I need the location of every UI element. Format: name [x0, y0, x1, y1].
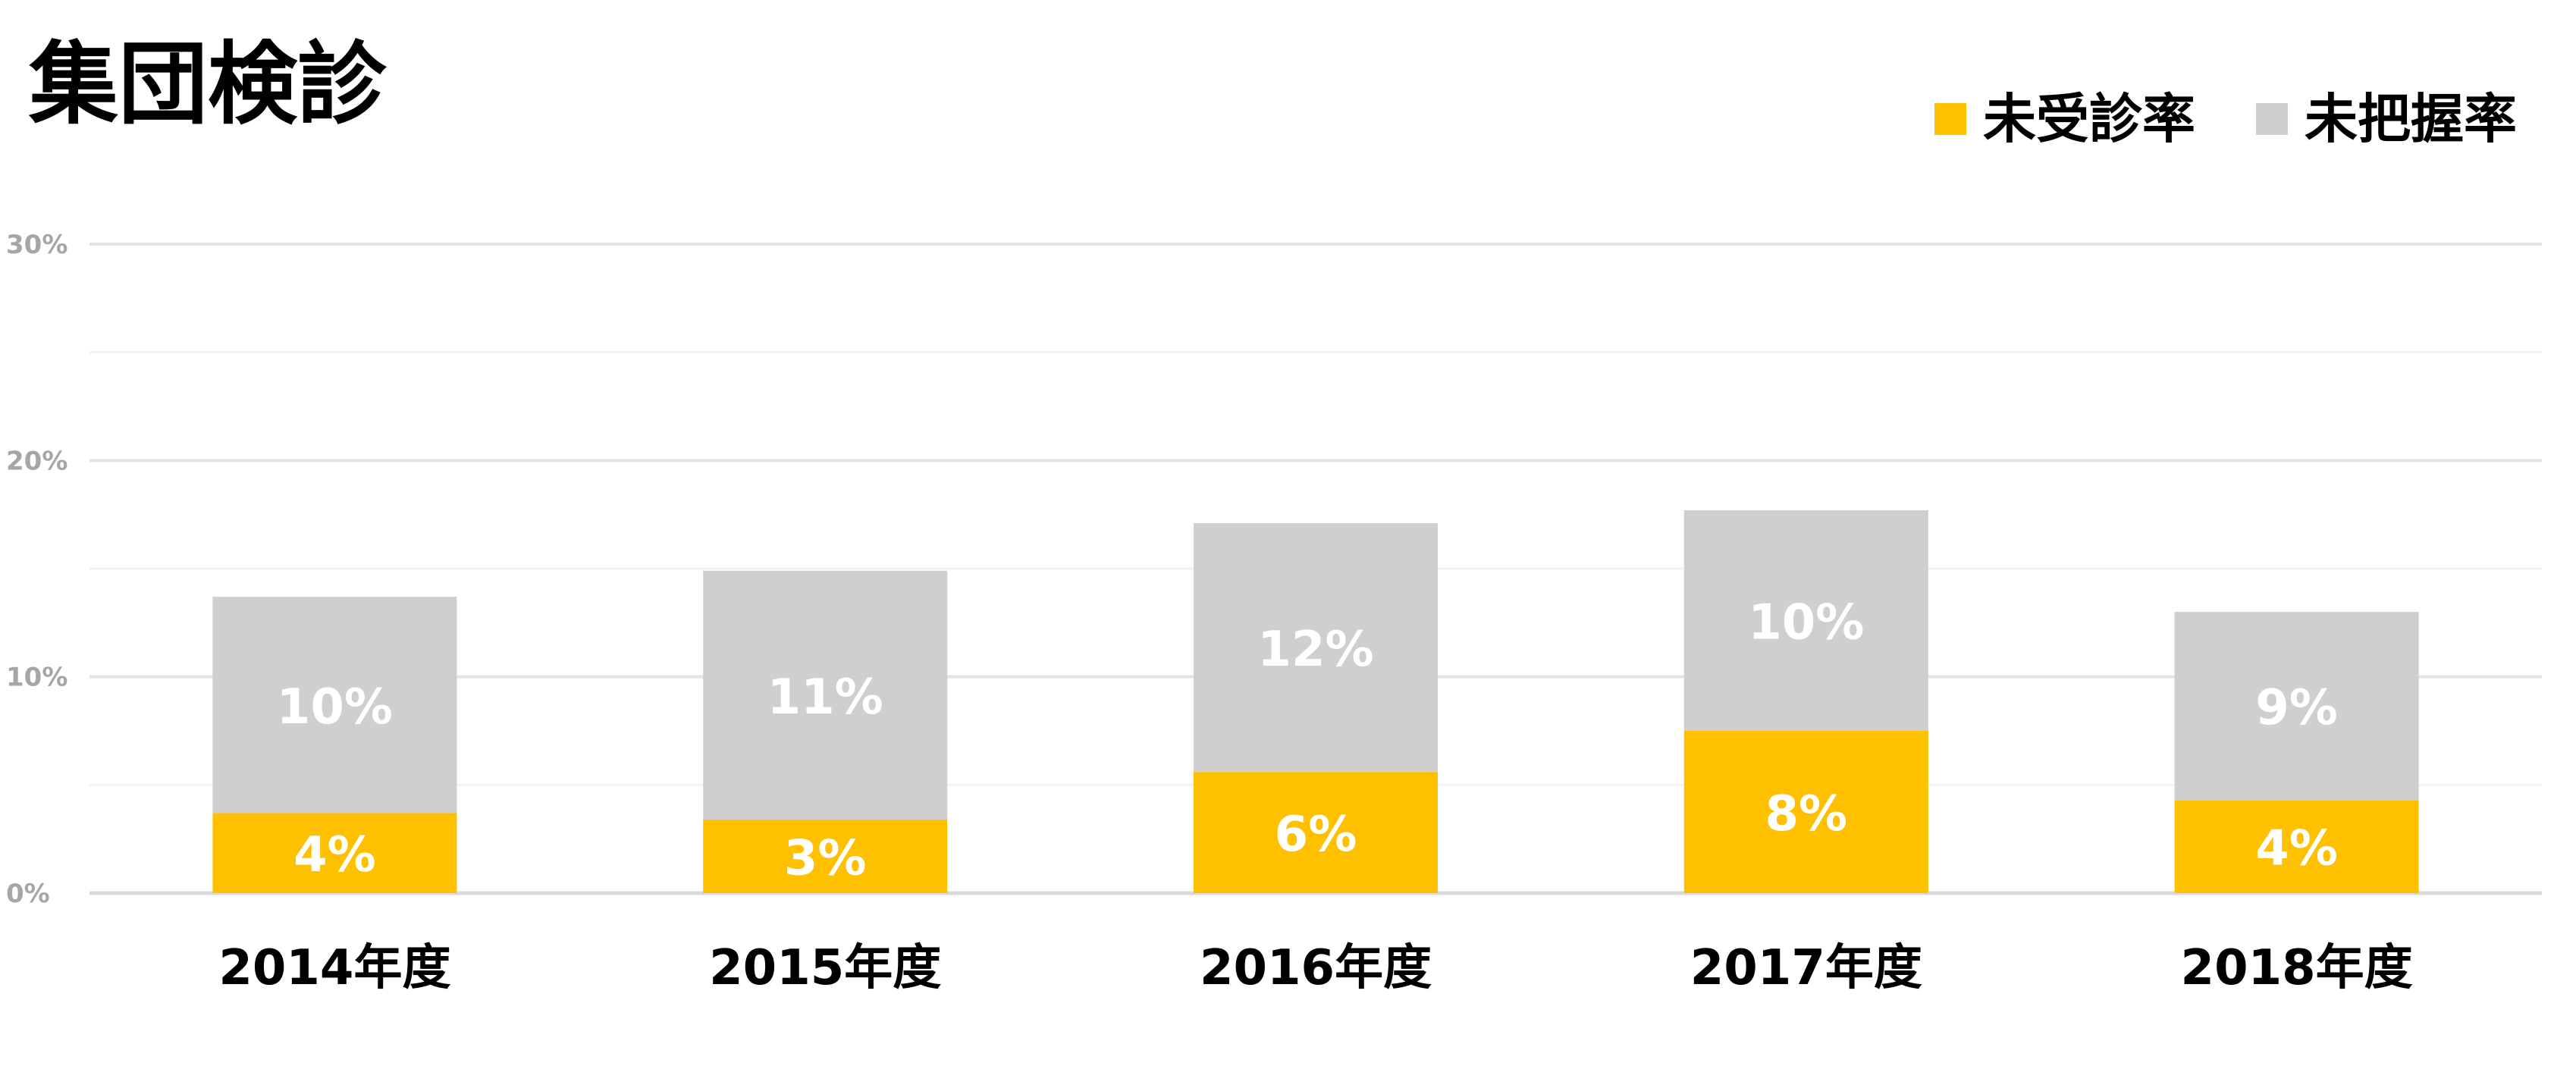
bar-unknown — [1683, 509, 1928, 731]
data-label-unexamined: 3% — [784, 830, 867, 886]
bar-unknown — [1194, 523, 1438, 773]
legend-swatch-unknown — [2256, 103, 2288, 135]
x-category-label: 2015年度 — [709, 940, 941, 996]
bar-unexamined — [1683, 731, 1928, 893]
legend-swatch-unexamined — [1934, 103, 1966, 135]
bar-unknown — [2174, 612, 2419, 801]
y-tick-label: 30% — [6, 230, 67, 260]
bar-unknown — [212, 597, 457, 814]
bar-unexamined — [703, 819, 948, 893]
data-label-unknown: 11% — [767, 669, 883, 726]
legend-item-unknown: 未把握率 — [2256, 92, 2517, 146]
y-tick-label: 0% — [6, 879, 50, 909]
data-label-unknown: 10% — [1748, 594, 1864, 651]
data-label-unexamined: 4% — [2255, 821, 2338, 877]
chart-title: 集団検診 — [29, 32, 387, 136]
data-label-unknown: 9% — [2255, 680, 2338, 736]
bar-unexamined — [1194, 772, 1438, 893]
data-label-unexamined: 8% — [1765, 786, 1847, 842]
data-label-unexamined: 4% — [293, 827, 376, 883]
x-category-label: 2014年度 — [218, 940, 450, 996]
legend-label-unknown: 未把握率 — [2305, 88, 2517, 150]
x-category-label: 2017年度 — [1690, 940, 1922, 996]
data-label-unexamined: 6% — [1275, 807, 1357, 863]
y-tick-label: 10% — [6, 663, 67, 693]
x-category-label: 2018年度 — [2181, 940, 2413, 996]
bar-unexamined — [212, 813, 457, 893]
legend: 未受診率 未把握率 — [1874, 92, 2517, 146]
x-category-label: 2016年度 — [1200, 940, 1432, 996]
data-label-unknown: 10% — [277, 679, 393, 735]
bar-unexamined — [2174, 800, 2419, 893]
bar-unknown — [703, 570, 948, 820]
legend-label-unexamined: 未受診率 — [1983, 88, 2195, 150]
legend-item-unexamined: 未受診率 — [1934, 92, 2195, 146]
data-label-unknown: 12% — [1257, 622, 1373, 678]
y-tick-label: 20% — [6, 446, 67, 476]
